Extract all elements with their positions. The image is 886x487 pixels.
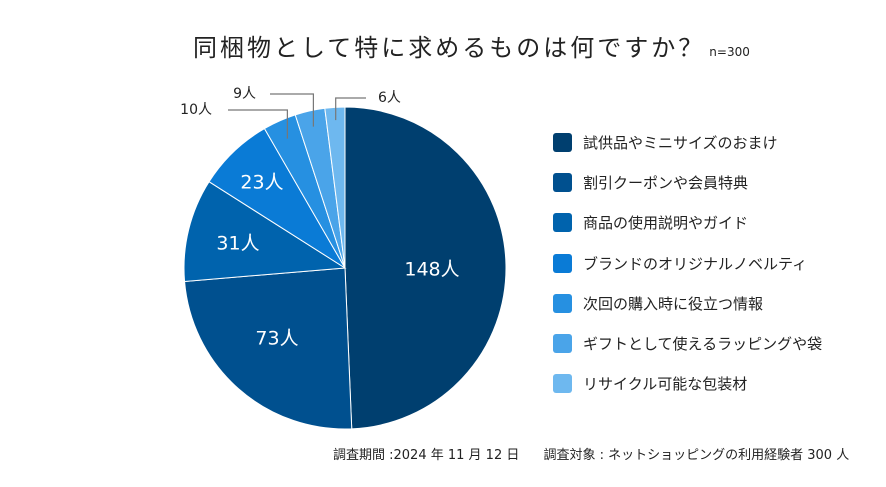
legend-swatch: [553, 253, 572, 273]
legend-swatch: [553, 132, 572, 152]
data-label: 10人: [180, 102, 212, 118]
legend-item: リサイクル可能な包装材: [553, 364, 822, 404]
leader-line: [228, 109, 288, 139]
pie-slice: [344, 106, 507, 430]
data-label: 31人: [216, 233, 259, 255]
legend-label: 商品の使用説明やガイド: [583, 214, 749, 233]
data-label: 9人: [233, 86, 256, 102]
legend-swatch: [553, 374, 572, 394]
survey-target: 調査対象 : ネットショッピングの利用経験者 300 人: [543, 448, 850, 463]
legend-item: ブランドのオリジナルノベルティ: [553, 243, 822, 283]
data-label: 23人: [240, 172, 283, 194]
title-text: 同梱物として特に求めるものは何ですか？: [193, 34, 706, 62]
pie-slice: [183, 181, 347, 283]
legend-label: ブランドのオリジナルノベルティ: [583, 254, 808, 273]
footer: 調査期間 :2024 年 11 月 12 日 調査対象 : ネットショッピングの…: [333, 444, 849, 463]
legend-label: 試供品やミニサイズのおまけ: [583, 133, 778, 152]
pie-slice: [184, 267, 353, 430]
pie-slice: [324, 106, 346, 269]
legend-item: 商品の使用説明やガイド: [553, 203, 822, 243]
data-label: 6人: [378, 90, 401, 106]
sample-size: n=300: [709, 45, 750, 59]
leader-line: [270, 93, 314, 127]
legend-item: 次回の購入時に役立つ情報: [553, 283, 822, 323]
legend-swatch: [553, 293, 572, 313]
legend: 試供品やミニサイズのおまけ 割引クーポンや会員特典 商品の使用説明やガイドブランドの…: [553, 122, 822, 404]
legend-label: リサイクル可能な包装材: [583, 375, 748, 394]
data-label: 148人: [404, 259, 459, 281]
legend-label: 割引クーポンや会員特典: [583, 173, 749, 192]
legend-item: 試供品やミニサイズのおまけ: [553, 122, 822, 162]
data-label: 73人: [255, 328, 298, 350]
legend-item: ギフトとして使えるラッピングや袋: [553, 323, 822, 363]
legend-swatch: [553, 334, 572, 354]
legend-label: ギフトとして使えるラッピングや袋: [583, 335, 823, 354]
survey-period: 調査期間 :2024 年 11 月 12 日: [333, 448, 520, 463]
legend-item: 割引クーポンや会員特典: [553, 162, 822, 202]
legend-swatch: [553, 172, 572, 192]
legend-label: 次回の購入時に役立つ情報: [583, 294, 764, 313]
legend-swatch: [553, 213, 572, 233]
leader-line: [335, 97, 366, 121]
chart-title: 同梱物として特に求めるものは何ですか？ n=300: [193, 28, 750, 63]
